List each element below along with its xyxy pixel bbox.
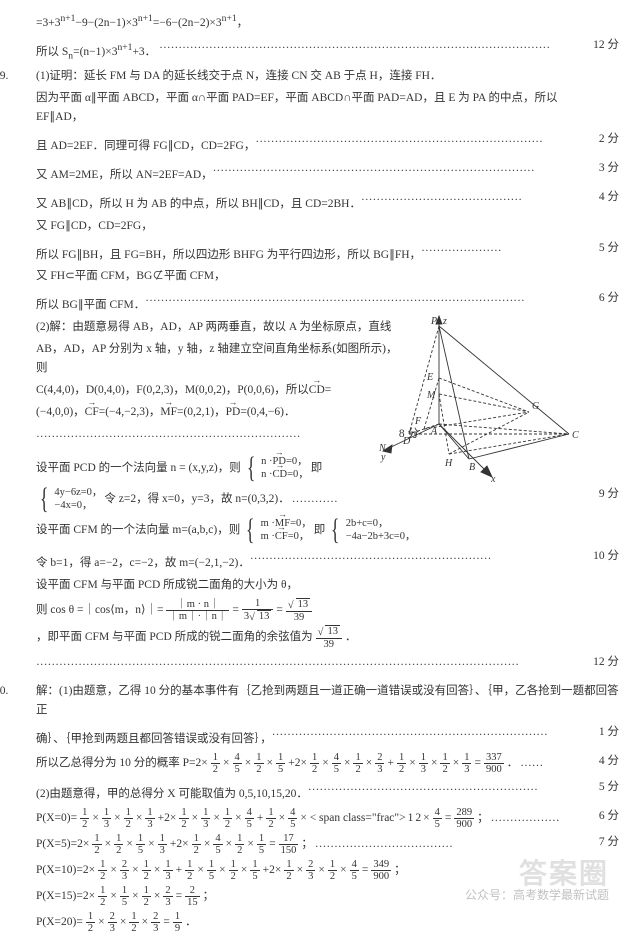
q20-line-2: 所以乙总得分为 10 分的概率 P=2× 12× 45× 12× 15+2× 1… — [14, 752, 619, 775]
svg-text:B: B — [469, 462, 475, 473]
svg-text:A: A — [430, 426, 438, 437]
q19-line-7: 所以 FG∥BH，且 FG=BH，所以四边形 BHFG 为平行四边形，所以 BG… — [14, 239, 619, 265]
q19-line-2: 因为平面 α∥平面 ABCD，平面 α∩平面 PAD=EF，平面 ABCD∩平面… — [14, 89, 619, 127]
q19-line-8: 又 FH⊂平面 CFM，BG⊄平面 CFM， — [14, 267, 619, 286]
q20-number: 20. — [0, 682, 8, 701]
q19-line-5: 又 AB∥CD，所以 H 为 AB 的中点，所以 BH∥CD，且 CD=2BH．… — [14, 188, 619, 214]
svg-text:F: F — [414, 416, 422, 427]
q19-line-1: 19. (1)证明：延长 FM 与 DA 的延长线交于点 N，连接 CN 交 A… — [14, 67, 619, 86]
q19-2-l9: 设平面 CFM 与平面 PCD 所成锐二面角的大小为 θ， — [14, 576, 619, 595]
q19-line-3: 且 AD=2EF．同理可得 FG∥CD，CD=2FG，…………………………………… — [14, 130, 619, 156]
svg-text:y: y — [380, 452, 386, 463]
q19-2-l11: …………………………………………………………………………………………………………… — [14, 653, 619, 679]
svg-text:D: D — [402, 436, 411, 447]
q19-part2-block: (2)解：由题意易得 AB，AD，AP 两两垂直，故以 A 为坐标原点，直线 A… — [14, 318, 619, 482]
svg-text:x: x — [490, 474, 496, 484]
q20-px15: P(X=15)=2× 12× 15× 12× 23= 215 ； — [14, 885, 619, 908]
svg-text:G: G — [532, 401, 539, 412]
svg-text:C: C — [572, 430, 579, 441]
intro-line-2: 所以 Sn=(n−1)×3n+1+3． ……………………………………………………… — [14, 36, 619, 64]
q20-px10: P(X=10)=2× 12× 23× 12× 13+ 12× 15× 12× 1… — [14, 859, 619, 882]
svg-text:M: M — [426, 390, 436, 401]
q19-line-4: 又 AM=2ME，所以 AN=2EF=AD，………………………………………………… — [14, 159, 619, 185]
svg-text:P: P — [430, 316, 437, 327]
q19-2-l10: 则 cos θ =｜cos⟨m，n⟩｜= ｜m · n｜｜m｜·｜n｜ = 13… — [14, 598, 619, 650]
svg-text:H: H — [444, 458, 453, 469]
q19-2-l6: { 4y−6z=0， −4x=0， 令 z=2，得 x=0，y=3，故 n=(0… — [14, 485, 619, 513]
coordinate-figure: z P E M N A H B x D C G F y — [379, 314, 579, 484]
svg-text:E: E — [426, 372, 433, 383]
q19-line-9: 所以 BG∥平面 CFM．………………………………………………………………………… — [14, 289, 619, 315]
q20-line-1: 20. 解：(1)由题意，乙得 10 分的基本事件有｛乙抢到两题且一道正确一道错… — [14, 682, 619, 720]
q20-px0: P(X=0)= 12× 13× 12× 13+2× 12× 13× 12× 45… — [14, 807, 619, 830]
q19-number: 19. — [0, 67, 8, 86]
intro-line-1: =3+3n+1−9−(2n−1)×3n+1=−6−(2n−2)×3n+1， — [14, 11, 619, 33]
q20-px20: P(X=20)= 12× 23× 12× 23= 19 ． — [14, 911, 619, 934]
q20-px5: P(X=5)=2× 12× 12× 15× 13+2× 12× 45× 12× … — [14, 833, 619, 856]
q19-2-l8: 令 b=1，得 a=−2，c=−2，故 m=(−2,1,−2)．……………………… — [14, 547, 619, 573]
q20-line-3: (2)由题意得，甲的总得分 X 可能取值为 0,5,10,15,20．……………… — [14, 778, 619, 804]
q19-line-6: 又 FG∥CD，CD=2FG， — [14, 217, 619, 236]
score: 12 分 — [593, 36, 619, 55]
q19-2-l7: 设平面 CFM 的一个法向量 m=(a,b,c)，则 { m ·MF=0， m … — [14, 516, 619, 544]
svg-text:z: z — [442, 316, 447, 327]
q20-line-1b: 确｝、｛甲抢到两题且都回答错误或没有回答｝，………………………………………………… — [14, 723, 619, 749]
